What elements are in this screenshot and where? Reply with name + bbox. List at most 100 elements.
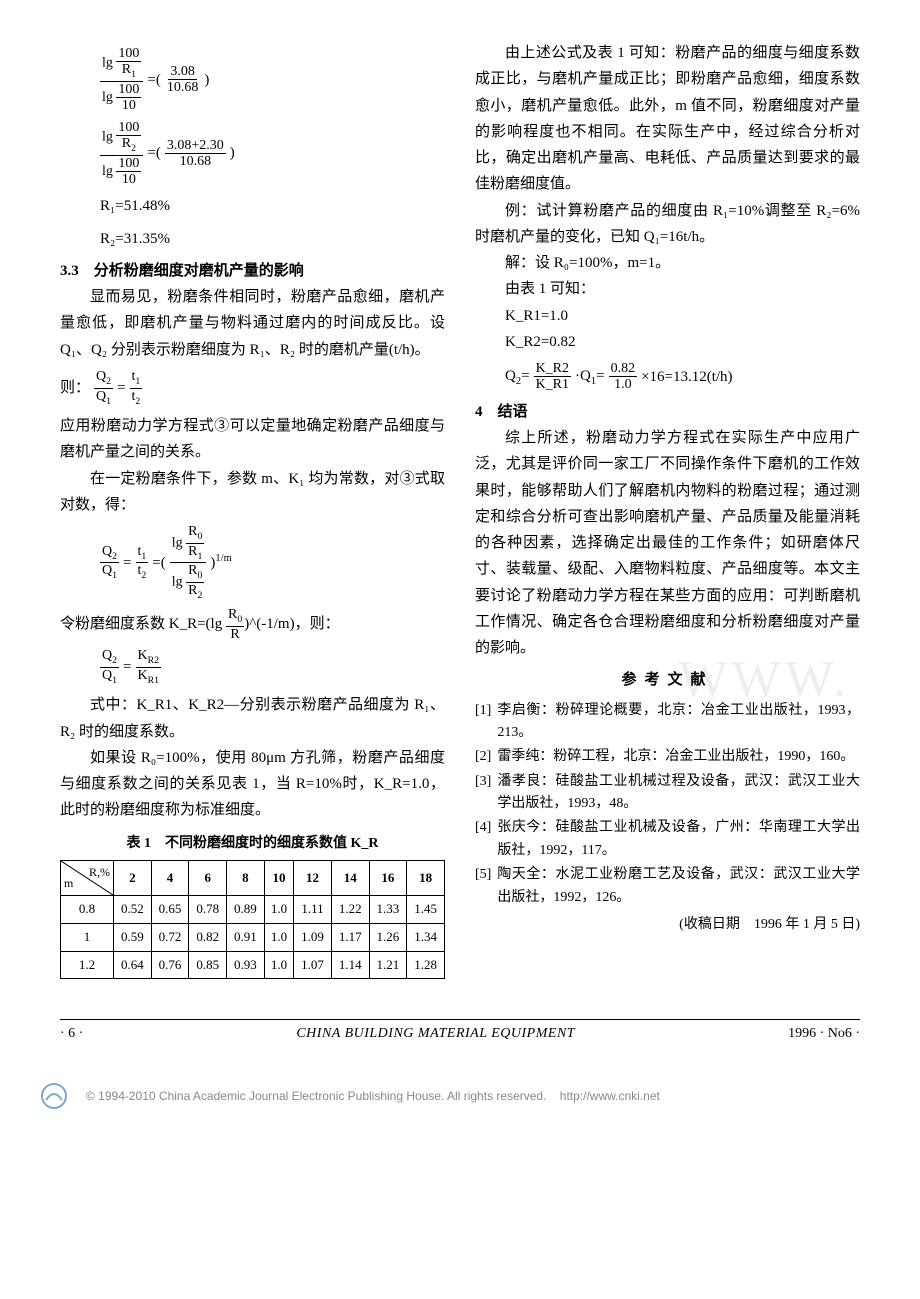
reference-item: [3] 潘孝良：硅酸盐工业机械过程及设备，武汉：武汉工业大学出版社，1993，48… (475, 771, 860, 816)
copyright-bar: © 1994-2010 China Academic Journal Elect… (0, 1052, 920, 1130)
page-number: · 6 · (60, 1026, 83, 1042)
table-cell: 0.72 (151, 923, 189, 951)
right-column: 由上述公式及表 1 可知：粉磨产品的细度与细度系数成正比，与磨机产量成正比；即粉… (475, 40, 860, 979)
q-kr-ratio: Q2Q1 = KR2KR1 (100, 648, 445, 686)
cnki-logo-icon (40, 1082, 68, 1110)
para-4: 综上所述，粉磨动力学方程式在实际生产中应用广泛，尤其是评价同一家工厂不同操作条件… (475, 425, 860, 661)
ref-text: 张庆今：硅酸盐工业机械及设备，广州：华南理工大学出版社，1992，117。 (497, 817, 860, 862)
table-cell: 1.26 (369, 923, 407, 951)
col-h-3: 8 (227, 861, 265, 896)
solve-line-1: 解：设 R₀=100%，m=1。 (475, 250, 860, 276)
para-3-3-7: 如果设 R₀=100%，使用 80μm 方孔筛，粉磨产品细度与细度系数之间的关系… (60, 745, 445, 824)
section-4-title: 4 结语 (475, 399, 860, 425)
para-r2: 例：试计算粉磨产品的细度由 R₁=10%调整至 R₂=6%时磨机产量的变化，已知… (475, 198, 860, 251)
table-cell: 0.89 (227, 896, 265, 924)
col-h-7: 16 (369, 861, 407, 896)
table-cell: 1.09 (294, 923, 332, 951)
ref-number: [3] (475, 771, 491, 816)
table-cell: 1.11 (294, 896, 332, 924)
table-cell: 0.76 (151, 951, 189, 979)
page-footer: · 6 · CHINA BUILDING MATERIAL EQUIPMENT … (0, 1026, 920, 1052)
ref-number: [4] (475, 817, 491, 862)
table-cell: 1.0 (264, 923, 293, 951)
eq1-rhs-den: 10.68 (165, 80, 201, 95)
table-cell: 0.65 (151, 896, 189, 924)
table-cell: 0.59 (114, 923, 152, 951)
ref-number: [1] (475, 700, 491, 745)
ref-number: [2] (475, 746, 491, 768)
result-r1: R₁=51.48% (100, 193, 445, 219)
para-3-3-4: 在一定粉磨条件下，参数 m、K₁ 均为常数，对③式取对数，得： (60, 466, 445, 519)
col-h-2: 6 (189, 861, 227, 896)
eq2-rhs-den: 10.68 (178, 154, 214, 169)
col-h-5: 12 (294, 861, 332, 896)
table-cell: 0.85 (189, 951, 227, 979)
ref-text: 陶天全：水泥工业粉磨工艺及设备，武汉：武汉工业大学出版社，1992，126。 (497, 864, 860, 909)
table-cell: 0.78 (189, 896, 227, 924)
ref-text: 李启衡：粉碎理论概要，北京：冶金工业出版社，1993，213。 (497, 700, 860, 745)
eq2-rhs-num: 3.08+2.30 (165, 138, 226, 154)
para-3-3-3: 应用粉磨动力学方程式③可以定量地确定粉磨产品细度与磨机产量之间的关系。 (60, 413, 445, 466)
para-3-3-6: 式中：K_R1、K_R2—分别表示粉磨产品细度为 R₁、R₂ 时的细度系数。 (60, 692, 445, 745)
copyright-text: © 1994-2010 China Academic Journal Elect… (86, 1089, 546, 1103)
table-1-title: 表 1 不同粉磨细度时的细度系数值 K_R (60, 832, 445, 857)
left-column: lg 100R1 lg 10010 =( 3.08 10.68 ) lg 100… (60, 40, 445, 979)
ref-text: 潘孝良：硅酸盐工业机械过程及设备，武汉：武汉工业大学出版社，1993，48。 (497, 771, 860, 816)
diag-bot-label: m (64, 873, 73, 894)
table-1: R,% m 2 4 6 8 10 12 14 16 18 0.80.520 (60, 860, 445, 979)
table-cell: 0.93 (227, 951, 265, 979)
issue-number: 1996 · No6 · (788, 1026, 860, 1042)
col-h-4: 10 (264, 861, 293, 896)
row-m-label: 1 (61, 923, 114, 951)
cnki-link[interactable]: http://www.cnki.net (560, 1089, 660, 1103)
kr-def-pre: 令粉磨细度系数 K_R=(lg (60, 616, 226, 632)
solve-line-4: K_R2=0.82 (475, 329, 860, 355)
references-heading: 参考文献 (475, 667, 860, 693)
solve-line-2: 由表 1 可知： (475, 276, 860, 302)
table-row: 0.80.520.650.780.891.01.111.221.331.45 (61, 896, 445, 924)
ratio-q-t: 则： Q2Q1 = t1t2 (60, 369, 445, 407)
table-cell: 1.14 (331, 951, 369, 979)
row-m-label: 0.8 (61, 896, 114, 924)
para-3-3-1: 显而易见，粉磨条件相同时，粉磨产品愈细，磨机产量愈低，即磨机产量与物料通过磨内的… (60, 284, 445, 363)
references-list: [1] 李启衡：粉碎理论概要，北京：冶金工业出版社，1993，213。 [2] 雷季纯… (475, 700, 860, 910)
solve-line-3: K_R1=1.0 (475, 303, 860, 329)
table-cell: 1.07 (294, 951, 332, 979)
table-cell: 1.0 (264, 896, 293, 924)
table-cell: 0.82 (189, 923, 227, 951)
equation-1: lg 100R1 lg 10010 =( 3.08 10.68 ) (100, 46, 445, 114)
table-cell: 0.52 (114, 896, 152, 924)
table-cell: 1.22 (331, 896, 369, 924)
table-cell: 1.33 (369, 896, 407, 924)
result-r2: R₂=31.35% (100, 226, 445, 252)
para-r1: 由上述公式及表 1 可知：粉磨产品的细度与细度系数成正比，与磨机产量成正比；即粉… (475, 40, 860, 198)
section-3-3-title: 3.3 分析粉磨细度对磨机产量的影响 (60, 258, 445, 284)
table-diag-header: R,% m (61, 861, 114, 896)
table-cell: 0.64 (114, 951, 152, 979)
row-m-label: 1.2 (61, 951, 114, 979)
kr-def-mid: )^(-1/m)，则： (244, 616, 339, 632)
col-h-0: 2 (114, 861, 152, 896)
table-cell: 1.17 (331, 923, 369, 951)
log-ratio-eq: Q2Q1 = t1t2 =( lg R0R1 lg R0R2 )1/m (100, 524, 445, 601)
journal-name: CHINA BUILDING MATERIAL EQUIPMENT (296, 1026, 575, 1042)
solve-line-5: Q2= K_R2 K_R1 ·Q1= 0.82 1.0 ×16=13.12(t/… (505, 361, 860, 393)
solve5-num1: K_R2 (534, 361, 571, 377)
solve5-den2: 1.0 (612, 377, 634, 392)
col-h-6: 14 (331, 861, 369, 896)
reference-item: [2] 雷季纯：粉碎工程，北京：冶金工业出版社，1990，160。 (475, 746, 860, 768)
table-cell: 1.34 (407, 923, 445, 951)
ref-text: 雷季纯：粉碎工程，北京：冶金工业出版社，1990，160。 (497, 746, 860, 768)
solve5-num2: 0.82 (609, 361, 638, 377)
table-cell: 1.28 (407, 951, 445, 979)
table-row: 10.590.720.820.911.01.091.171.261.34 (61, 923, 445, 951)
table-row: 1.20.640.760.850.931.01.071.141.211.28 (61, 951, 445, 979)
received-date: (收稿日期 1996 年 1 月 5 日) (475, 913, 860, 938)
reference-item: [5] 陶天全：水泥工业粉磨工艺及设备，武汉：武汉工业大学出版社，1992，126… (475, 864, 860, 909)
reference-item: [4] 张庆今：硅酸盐工业机械及设备，广州：华南理工大学出版社，1992，117。 (475, 817, 860, 862)
ratio-label: 则： (60, 375, 90, 401)
ref-number: [5] (475, 864, 491, 909)
footer-rule (60, 1019, 860, 1020)
table-cell: 0.91 (227, 923, 265, 951)
diag-top-label: R,% (89, 862, 110, 883)
